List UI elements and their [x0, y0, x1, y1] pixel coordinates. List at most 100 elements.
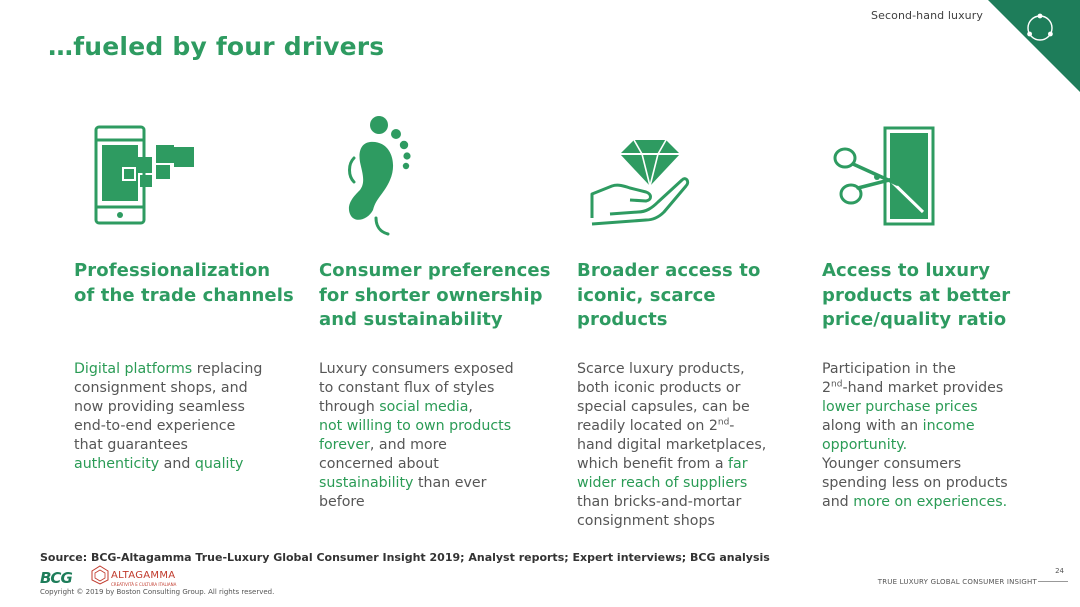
body-text: , and more	[369, 437, 447, 453]
driver-body-1: Digital platforms replacing consignment s…	[74, 360, 310, 474]
body-text: Scarce luxury products,	[577, 361, 745, 377]
cycle-icon	[1027, 13, 1053, 41]
body-text: and	[159, 456, 195, 472]
body-text: that guarantees	[74, 437, 188, 453]
body-line: forever, and more	[319, 436, 559, 455]
body-text: concerned about	[319, 456, 439, 472]
body-text: through	[319, 399, 380, 415]
copyright: Copyright © 2019 by Boston Consulting Gr…	[40, 588, 275, 596]
highlight-text: not willing to own products	[319, 418, 512, 434]
body-text: which benefit from a	[577, 456, 729, 472]
body-text: ,	[468, 399, 473, 415]
body-text: Luxury consumers exposed	[319, 361, 514, 377]
driver-body-4: Participation in the 2nd-hand market prov…	[822, 360, 1058, 512]
highlight-text: sustainability	[319, 475, 414, 491]
highlight-text: opportunity.	[822, 437, 908, 453]
body-text: and	[822, 494, 854, 510]
body-line: through social media,	[319, 398, 559, 417]
driver-body-2: Luxury consumers exposed to constant flux…	[319, 360, 559, 512]
section-label: Second-hand luxury	[871, 9, 983, 22]
body-line: sustainability than ever	[319, 474, 559, 493]
body-line: Participation in the	[822, 360, 1058, 379]
body-text: Participation in the	[822, 361, 956, 377]
body-text: nd	[717, 417, 730, 428]
body-line: Luxury consumers exposed	[319, 360, 559, 379]
hand-diamond-icon	[590, 139, 690, 226]
highlight-text: more on experiences.	[853, 494, 1008, 510]
highlight-text: income	[922, 418, 975, 434]
body-text: end-to-end experience	[74, 418, 236, 434]
body-text: than ever	[413, 475, 487, 491]
bcg-logo: BCG	[40, 569, 73, 587]
body-text: along with an	[822, 418, 923, 434]
body-text: readily located on 2	[577, 418, 718, 434]
body-line: end-to-end experience	[74, 417, 310, 436]
body-line: Digital platforms replacing	[74, 360, 310, 379]
scissors-cutting-money-icon	[833, 126, 935, 226]
body-line: before	[319, 493, 559, 512]
driver-heading-4: Access to luxury products at better price/…	[822, 260, 1011, 330]
altagamma-logo: ALTAGAMMA	[111, 570, 176, 581]
body-line: concerned about	[319, 455, 559, 474]
driver-body-3: Scarce luxury products, both iconic produ…	[577, 360, 813, 531]
highlight-text: quality	[194, 456, 244, 472]
body-line: not willing to own products	[319, 417, 559, 436]
body-line: which benefit from a far	[577, 455, 813, 474]
body-line: opportunity.	[822, 436, 1058, 455]
body-line: special capsules, can be	[577, 398, 813, 417]
body-line: both iconic products or	[577, 379, 813, 398]
footer-tag: TRUE LUXURY GLOBAL CONSUMER INSIGHT	[877, 578, 1037, 586]
body-text: spending less on products	[822, 475, 1008, 491]
body-text: nd	[831, 379, 843, 390]
body-line: than bricks-and-mortar	[577, 493, 813, 512]
body-line: Younger consumers	[822, 455, 1058, 474]
body-text: -	[729, 418, 735, 434]
highlight-text: forever	[319, 437, 370, 453]
body-line: readily located on 2nd-	[577, 417, 813, 436]
body-text: special capsules, can be	[577, 399, 750, 415]
smartphone-pixels-icon	[94, 125, 194, 225]
body-text: consignment shops	[577, 513, 715, 529]
driver-heading-3: Broader access to iconic, scarce products	[577, 260, 761, 330]
body-line: authenticity and quality	[74, 455, 310, 474]
body-line: wider reach of suppliers	[577, 474, 813, 493]
highlight-text: social media	[379, 399, 469, 415]
corner-accent	[988, 0, 1080, 92]
body-line: lower purchase prices	[822, 398, 1058, 417]
body-line: Scarce luxury products,	[577, 360, 813, 379]
driver-heading-1: Professionalization of the trade channels	[74, 260, 294, 306]
highlight-text: lower purchase prices	[822, 399, 978, 415]
footer-divider	[1038, 581, 1068, 582]
body-line: hand digital marketplaces,	[577, 436, 813, 455]
altagamma-tagline: CREATIVITÀ E CULTURA ITALIANA	[111, 582, 177, 587]
body-text: both iconic products or	[577, 380, 741, 396]
body-line: consignment shops, and	[74, 379, 310, 398]
body-text: replacing	[192, 361, 263, 377]
body-text: than bricks-and-mortar	[577, 494, 742, 510]
altagamma-mark-icon	[91, 565, 109, 585]
source-note: Source: BCG-Altagamma True-Luxury Global…	[40, 551, 770, 564]
body-line: 2nd-hand market provides	[822, 379, 1058, 398]
body-text: to constant flux of styles	[319, 380, 495, 396]
body-line: consignment shops	[577, 512, 813, 531]
highlight-text: wider reach of suppliers	[577, 475, 748, 491]
footprint-icon	[348, 116, 411, 236]
body-line: now providing seamless	[74, 398, 310, 417]
body-line: along with an income	[822, 417, 1058, 436]
body-text: consignment shops, and	[74, 380, 248, 396]
body-text: before	[319, 494, 365, 510]
body-line: to constant flux of styles	[319, 379, 559, 398]
body-text: hand digital marketplaces,	[577, 437, 767, 453]
body-text: -hand market provides	[842, 380, 1004, 396]
body-line: and more on experiences.	[822, 493, 1058, 512]
page-number: 24	[1055, 567, 1064, 575]
body-text: Younger consumers	[822, 456, 962, 472]
body-text: 2	[822, 380, 832, 396]
body-text: now providing seamless	[74, 399, 245, 415]
highlight-text: Digital platforms	[74, 361, 193, 377]
highlight-text: authenticity	[74, 456, 160, 472]
page-title: …fueled by four drivers	[48, 32, 385, 61]
highlight-text: far	[728, 456, 748, 472]
body-line: spending less on products	[822, 474, 1058, 493]
driver-heading-2: Consumer preferences for shorter ownershi…	[319, 260, 551, 330]
